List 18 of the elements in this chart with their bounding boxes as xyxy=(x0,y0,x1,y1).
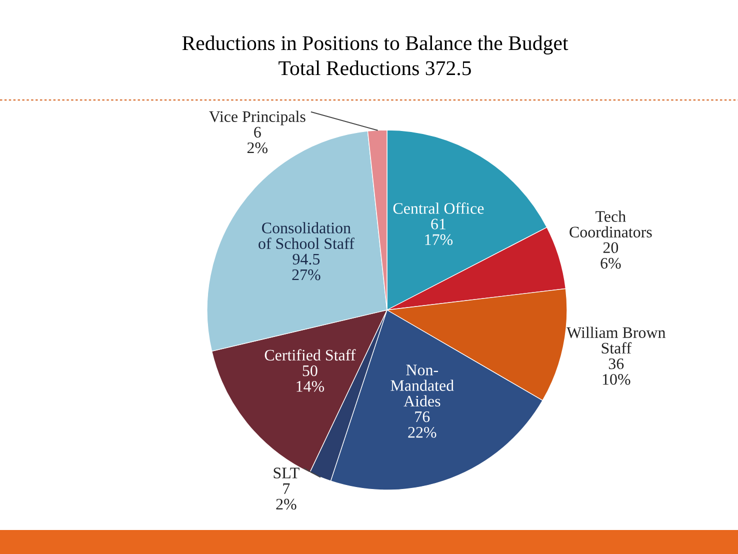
data-label: 50 14% xyxy=(296,365,324,392)
slice-label: William Brown Staff xyxy=(566,326,666,354)
data-label: 61 17% xyxy=(425,218,453,246)
slice-label: Central Office xyxy=(393,202,484,214)
chart-subtitle: Total Reductions 372.5 xyxy=(278,60,471,76)
data-label: 20 6% xyxy=(600,242,621,269)
slice-label: Tech Coordinators xyxy=(570,210,652,238)
slice-label: SLT xyxy=(274,468,300,478)
data-label: 36 10% xyxy=(602,358,630,385)
data-label: 94.5 27% xyxy=(292,254,320,280)
data-label: 7 2% xyxy=(276,483,296,510)
slice-label: Non- Mandated Aides xyxy=(390,364,454,407)
slice-label: Consolidation of School Staff xyxy=(258,222,354,249)
slice-label: Vice Principals xyxy=(209,110,306,126)
slice-label: Certified Staff xyxy=(264,349,356,361)
data-label: 76 22% xyxy=(408,411,436,438)
data-label: 6 2% xyxy=(247,126,268,154)
chart-title: Reductions in Positions to Balance the Budget xyxy=(182,36,568,54)
